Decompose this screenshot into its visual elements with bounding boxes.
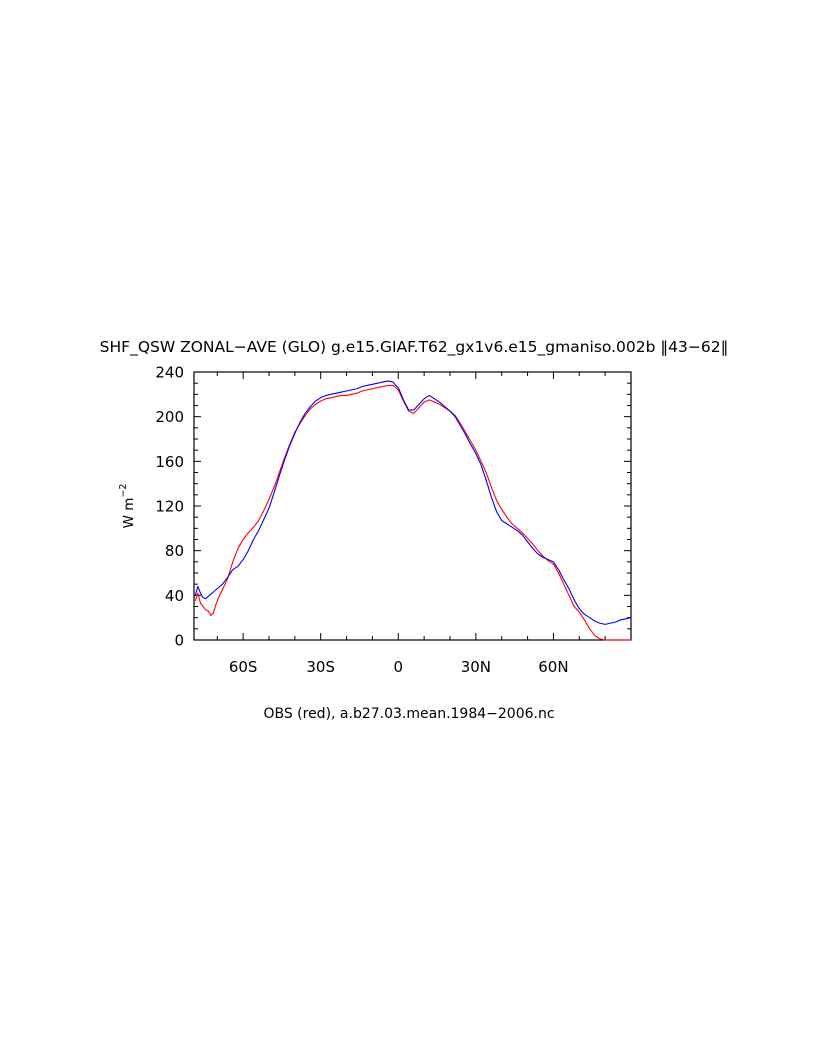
y-tick-label: 0 — [174, 632, 184, 650]
chart-title: SHF_QSW ZONAL−AVE (GLO) g.e15.GIAF.T62_g… — [100, 338, 729, 357]
plot-area: 0 40 80 120 160 200 240 60S 30S 0 30N 60N — [155, 364, 632, 676]
x-tick-label: 0 — [394, 658, 404, 676]
series-line-1 — [194, 384, 631, 641]
y-tick-label: 240 — [155, 364, 184, 382]
y-axis-label-text: W m — [121, 498, 137, 529]
x-tick-label: 60N — [538, 658, 568, 676]
x-tick-label: 60S — [229, 658, 258, 676]
y-axis-label-exponent: −2 — [118, 484, 129, 498]
series-line-2 — [194, 380, 632, 625]
chart-caption: OBS (red), a.b27.03.mean.1984−2006.nc — [263, 706, 554, 722]
y-axis-label: W m−2 — [118, 484, 137, 529]
x-tick-label: 30N — [461, 658, 491, 676]
y-tick-label: 200 — [155, 408, 184, 426]
y-tick-label: 120 — [155, 498, 184, 516]
y-tick-label: 160 — [155, 453, 184, 471]
y-tick-label: 40 — [165, 587, 184, 605]
x-tick-label: 30S — [306, 658, 335, 676]
y-tick-label: 80 — [165, 542, 184, 560]
